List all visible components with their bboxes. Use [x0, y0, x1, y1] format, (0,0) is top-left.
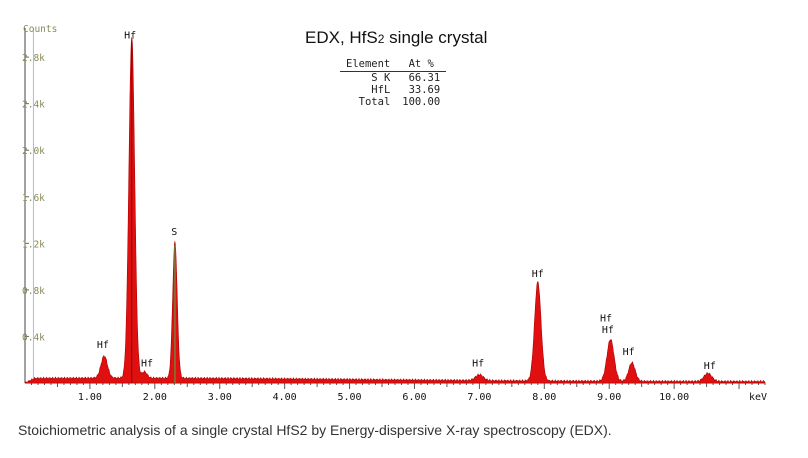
x-tick-label: 6.00: [402, 392, 426, 403]
y-tick-label: 1.2k: [22, 239, 45, 250]
composition-table: Element At % S K 66.31 HfL 33.69 Total 1…: [340, 58, 447, 108]
x-tick-label: 7.00: [467, 392, 491, 403]
peak-label: Hf: [97, 340, 109, 351]
y-tick-label: 2.4k: [22, 100, 45, 111]
element-cell: HfL: [371, 84, 391, 96]
x-tick-label: 9.00: [597, 392, 621, 403]
y-tick-label: 0.4k: [22, 332, 45, 343]
spectrum-area: [24, 36, 766, 384]
element-cell: S K: [371, 72, 391, 84]
peak-label: Hf: [704, 361, 716, 372]
x-tick-label: 10.00: [659, 392, 689, 403]
y-tick-label: 1.6k: [22, 193, 45, 204]
chart-title: EDX, HfS2 single crystal: [305, 28, 488, 47]
element-cell: Total: [358, 96, 391, 108]
x-tick-label: 5.00: [338, 392, 362, 403]
composition-row: Total 100.00: [340, 96, 446, 108]
peak-label: Hf: [600, 313, 612, 324]
y-tick-label: 0.8k: [22, 286, 45, 297]
element-column-header: Element: [340, 58, 397, 72]
atomic-percent-cell: 100.00: [402, 96, 441, 108]
y-tick-label: 2.0k: [22, 146, 45, 157]
peak-label: S: [171, 227, 177, 238]
x-tick-label: 4.00: [273, 392, 297, 403]
composition-header-row: Element At %: [340, 58, 447, 72]
edx-spectrum-chart: Counts 0.4k 0.8k 1.2k 1.6k 2.0k 2.4k 2.8k 1.00 2.…: [22, 24, 767, 403]
x-tick-label: 8.00: [532, 392, 556, 403]
atomic-percent-cell: 33.69: [408, 84, 441, 96]
x-tick-label: 2.00: [143, 392, 167, 403]
peak-label: Hf: [124, 30, 136, 41]
x-tick-label: 3.00: [208, 392, 232, 403]
composition-row: HfL 33.69: [340, 84, 446, 96]
peak-label: Hf: [472, 359, 484, 370]
y-tick-label: 2.8k: [22, 53, 45, 64]
peak-label: Hf: [141, 359, 153, 370]
peak-label: Hf: [623, 347, 635, 358]
peak-label: Hf: [602, 325, 614, 336]
y-axis-title: Counts: [23, 24, 57, 35]
x-axis-title: keV: [749, 392, 767, 403]
figure-caption: Stoichiometric analysis of a single crys…: [18, 422, 612, 438]
chart-axes: Counts 0.4k 0.8k 1.2k 1.6k 2.0k 2.4k 2.8k 1.00 2.…: [22, 24, 767, 403]
atomic-percent-column-header: At %: [396, 58, 447, 72]
x-tick-label: 1.00: [78, 392, 102, 403]
composition-row: S K 66.31: [340, 72, 446, 85]
atomic-percent-cell: 66.31: [408, 72, 441, 84]
spectrum-series: [24, 36, 766, 384]
peak-label: Hf: [532, 269, 544, 280]
